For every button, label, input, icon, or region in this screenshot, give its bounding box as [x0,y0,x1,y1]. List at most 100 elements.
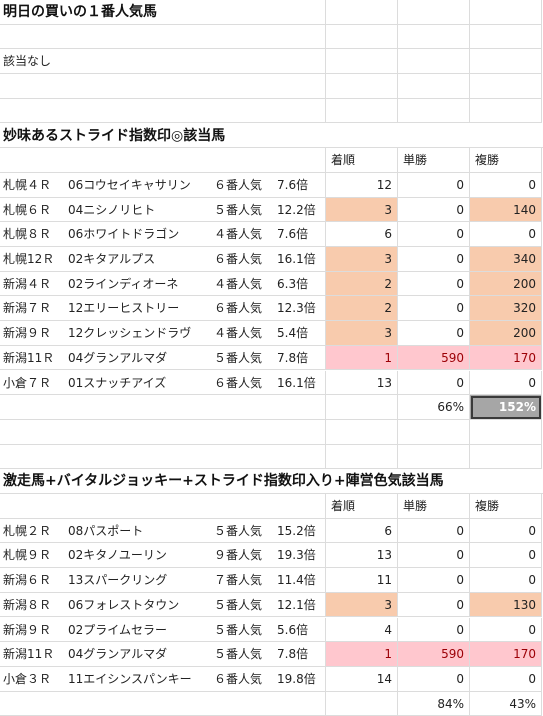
win-cell[interactable]: 0 [398,568,470,593]
empty-cell[interactable] [398,74,470,99]
empty-cell[interactable] [398,98,470,124]
win-cell[interactable]: 590 [398,642,470,667]
place-cell[interactable]: 0 [470,370,542,396]
race-info-cell[interactable]: 新潟８Ｒ 06フォレストタウン ５番人気 12.1倍 [0,592,326,618]
rank-cell[interactable]: 13 [326,543,398,569]
win-cell[interactable]: 0 [398,543,470,569]
empty-cell[interactable] [470,419,542,445]
race-info-cell[interactable]: 札幌６Ｒ 04ニシノリヒト ５番人気 12.2倍 [0,197,326,223]
place-cell[interactable]: 170 [470,345,542,371]
empty-cell[interactable] [326,74,398,99]
rank-cell[interactable]: 2 [326,296,398,322]
empty-cell[interactable] [398,444,470,470]
win-cell[interactable]: 0 [398,592,470,618]
empty-cell[interactable] [470,74,542,99]
totals-blank-cell[interactable] [326,395,398,420]
column-header-2[interactable]: 複勝 [470,494,542,519]
column-header-0[interactable]: 着順 [326,494,398,519]
empty-cell[interactable] [470,0,542,25]
rank-cell[interactable]: 11 [326,568,398,593]
rank-cell[interactable]: 6 [326,222,398,247]
place-cell[interactable]: 200 [470,321,542,346]
empty-cell[interactable] [470,98,542,124]
empty-cell[interactable] [326,49,398,75]
place-cell[interactable]: 140 [470,197,542,223]
empty-cell[interactable] [398,49,470,75]
place-cell[interactable]: 130 [470,592,542,618]
section1-title[interactable]: 妙味あるストライド指数印◎該当馬 [0,124,543,149]
empty-cell[interactable] [326,0,398,25]
race-info-cell[interactable]: 小倉７Ｒ 01スナッチアイズ ６番人気 16.1倍 [0,370,326,396]
win-cell[interactable]: 0 [398,617,470,643]
no-match-text[interactable]: 該当なし [0,49,326,75]
win-cell[interactable]: 0 [398,666,470,692]
empty-cell[interactable] [0,24,326,50]
rank-cell[interactable]: 12 [326,172,398,198]
empty-cell[interactable] [398,419,470,445]
place-cell[interactable]: 170 [470,642,542,667]
rank-cell[interactable]: 14 [326,666,398,692]
empty-cell[interactable] [470,49,542,75]
column-header-1[interactable]: 単勝 [398,494,470,519]
place-cell[interactable]: 0 [470,518,542,544]
header-blank-cell[interactable] [0,494,326,519]
race-info-cell[interactable]: 小倉３Ｒ 11エイシンスパンキー ６番人気 19.8倍 [0,666,326,692]
race-info-cell[interactable]: 新潟７Ｒ 12エリーヒストリー ６番人気 12.3倍 [0,296,326,322]
header-blank-cell[interactable] [0,148,326,173]
place-return-rate[interactable]: 152% [470,395,542,420]
race-info-cell[interactable]: 新潟11Ｒ 04グランアルマダ ５番人気 7.8倍 [0,345,326,371]
win-cell[interactable]: 0 [398,296,470,322]
empty-cell[interactable] [470,444,542,470]
win-cell[interactable]: 0 [398,172,470,198]
race-info-cell[interactable]: 札幌12Ｒ 02キタアルプス ６番人気 16.1倍 [0,247,326,272]
column-header-2[interactable]: 複勝 [470,148,542,173]
race-info-cell[interactable]: 札幌９Ｒ 02キタノユーリン ９番人気 19.3倍 [0,543,326,569]
win-return-rate[interactable]: 66% [398,395,470,420]
race-info-cell[interactable]: 新潟４Ｒ 02ラインディオーネ ４番人気 6.3倍 [0,271,326,297]
rank-cell[interactable]: 4 [326,617,398,643]
place-cell[interactable]: 0 [470,543,542,569]
race-info-cell[interactable]: 新潟11Ｒ 04グランアルマダ ５番人気 7.8倍 [0,642,326,667]
rank-cell[interactable]: 3 [326,592,398,618]
totals-blank-cell[interactable] [0,395,326,420]
rank-cell[interactable]: 6 [326,518,398,544]
place-cell[interactable]: 320 [470,296,542,322]
rank-cell[interactable]: 1 [326,345,398,371]
empty-cell[interactable] [326,98,398,124]
place-cell[interactable]: 0 [470,617,542,643]
column-header-0[interactable]: 着順 [326,148,398,173]
empty-cell[interactable] [398,0,470,25]
rank-cell[interactable]: 3 [326,197,398,223]
empty-cell[interactable] [470,24,542,50]
win-cell[interactable]: 0 [398,370,470,396]
empty-cell[interactable] [326,24,398,50]
sheet-title[interactable]: 明日の買いの１番人気馬 [0,0,326,25]
race-info-cell[interactable]: 札幌８Ｒ 06ホワイトドラゴン ４番人気 7.6倍 [0,222,326,247]
race-info-cell[interactable]: 札幌４Ｒ 06コウセイキャサリン ６番人気 7.6倍 [0,172,326,198]
empty-cell[interactable] [0,419,326,445]
empty-cell[interactable] [398,24,470,50]
win-cell[interactable]: 0 [398,271,470,297]
rank-cell[interactable]: 3 [326,321,398,346]
empty-cell[interactable] [326,419,398,445]
race-info-cell[interactable]: 新潟９Ｒ 02プライムセラー ５番人気 5.6倍 [0,617,326,643]
rank-cell[interactable]: 1 [326,642,398,667]
win-cell[interactable]: 0 [398,247,470,272]
column-header-1[interactable]: 単勝 [398,148,470,173]
win-cell[interactable]: 590 [398,345,470,371]
race-info-cell[interactable]: 新潟９Ｒ 12クレッシェンドラヴ ４番人気 5.4倍 [0,321,326,346]
place-cell[interactable]: 0 [470,222,542,247]
rank-cell[interactable]: 2 [326,271,398,297]
rank-cell[interactable]: 13 [326,370,398,396]
place-cell[interactable]: 0 [470,172,542,198]
empty-cell[interactable] [0,444,326,470]
win-cell[interactable]: 0 [398,518,470,544]
empty-cell[interactable] [0,98,326,124]
section2-title[interactable]: 激走馬+バイタルジョッキー+ストライド指数印入り+陣営色気該当馬 [0,469,543,494]
win-cell[interactable]: 0 [398,197,470,223]
win-cell[interactable]: 0 [398,222,470,247]
place-cell[interactable]: 200 [470,271,542,297]
empty-cell[interactable] [0,74,326,99]
empty-cell[interactable] [326,444,398,470]
place-cell[interactable]: 0 [470,666,542,692]
